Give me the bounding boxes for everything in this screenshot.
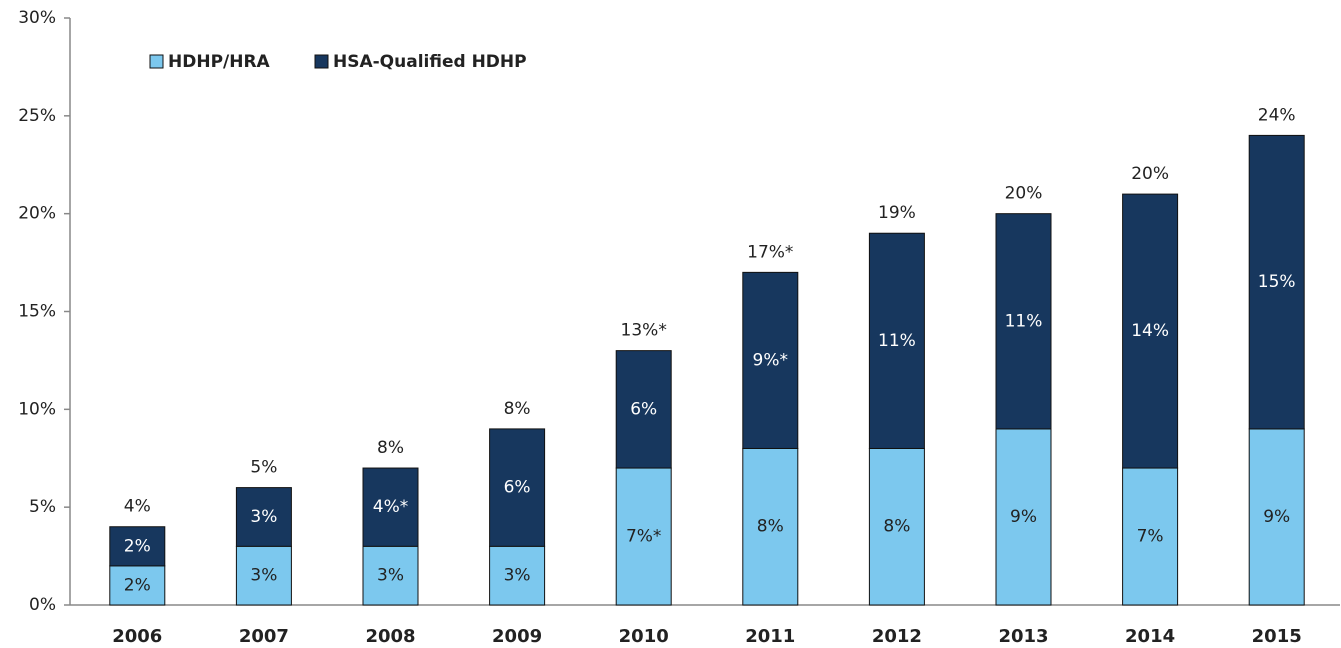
value-label: 9% bbox=[1263, 507, 1290, 527]
legend-swatch bbox=[314, 54, 329, 69]
legend-label: HDHP/HRA bbox=[168, 52, 271, 72]
total-label: 8% bbox=[504, 399, 531, 419]
value-label: 6% bbox=[630, 399, 657, 419]
value-label: 11% bbox=[1005, 311, 1043, 331]
value-label: 2% bbox=[124, 536, 151, 556]
value-label: 3% bbox=[250, 566, 277, 586]
y-tick-label: 20% bbox=[18, 204, 56, 224]
total-label: 17%* bbox=[747, 242, 793, 262]
total-label: 20% bbox=[1131, 164, 1169, 184]
x-tick-label: 2007 bbox=[239, 626, 289, 647]
bar-segment bbox=[109, 526, 166, 567]
x-tick-label: 2014 bbox=[1125, 626, 1175, 647]
bar-segment bbox=[1248, 428, 1305, 606]
value-label: 14% bbox=[1131, 321, 1169, 341]
x-tick-label: 2015 bbox=[1252, 626, 1302, 647]
value-label: 3% bbox=[377, 566, 404, 586]
x-tick-label: 2009 bbox=[492, 626, 542, 647]
y-tick-label: 30% bbox=[18, 8, 56, 28]
total-label: 19% bbox=[878, 203, 916, 223]
value-label: 2% bbox=[124, 575, 151, 595]
legend-swatch bbox=[149, 54, 164, 69]
x-tick-label: 2012 bbox=[872, 626, 922, 647]
value-label: 7%* bbox=[626, 527, 661, 547]
total-label: 8% bbox=[377, 438, 404, 458]
value-label: 8% bbox=[757, 517, 784, 537]
x-tick-label: 2010 bbox=[619, 626, 669, 647]
total-label: 20% bbox=[1005, 184, 1043, 204]
total-label: 24% bbox=[1258, 105, 1296, 125]
x-tick-label: 2011 bbox=[745, 626, 795, 647]
value-label: 6% bbox=[504, 478, 531, 498]
y-tick-label: 10% bbox=[18, 399, 56, 419]
bar-segment bbox=[995, 428, 1052, 606]
bar-segment bbox=[235, 487, 292, 547]
bar-segment bbox=[1122, 467, 1179, 606]
value-label: 9% bbox=[1010, 507, 1037, 527]
value-label: 7% bbox=[1137, 527, 1164, 547]
total-label: 13%* bbox=[621, 321, 667, 341]
bar-segment bbox=[868, 447, 925, 606]
value-label: 11% bbox=[878, 331, 916, 351]
y-tick-label: 15% bbox=[18, 302, 56, 322]
bar-segment bbox=[868, 232, 925, 449]
x-tick-label: 2013 bbox=[998, 626, 1048, 647]
y-tick-label: 5% bbox=[29, 497, 56, 517]
total-label: 4% bbox=[124, 497, 151, 517]
bar-segment bbox=[1248, 134, 1305, 430]
bar-segment bbox=[362, 545, 419, 606]
value-label: 3% bbox=[504, 566, 531, 586]
legend-label: HSA-Qualified HDHP bbox=[333, 52, 527, 72]
value-label: 3% bbox=[250, 507, 277, 527]
y-tick-label: 0% bbox=[29, 595, 56, 615]
bar-segment bbox=[742, 271, 799, 449]
x-tick-label: 2006 bbox=[112, 626, 162, 647]
bar-segment bbox=[1122, 193, 1179, 469]
value-label: 8% bbox=[883, 517, 910, 537]
bar-segment bbox=[489, 428, 546, 547]
value-label: 15% bbox=[1258, 272, 1296, 292]
bar-segment bbox=[362, 467, 419, 547]
value-label: 4%* bbox=[373, 497, 408, 517]
bar-segment bbox=[995, 213, 1052, 430]
y-tick-label: 25% bbox=[18, 106, 56, 126]
bar-segment bbox=[615, 350, 672, 469]
x-tick-label: 2008 bbox=[365, 626, 415, 647]
value-label: 9%* bbox=[753, 350, 788, 370]
bar-segment bbox=[615, 467, 672, 606]
total-label: 5% bbox=[250, 458, 277, 478]
